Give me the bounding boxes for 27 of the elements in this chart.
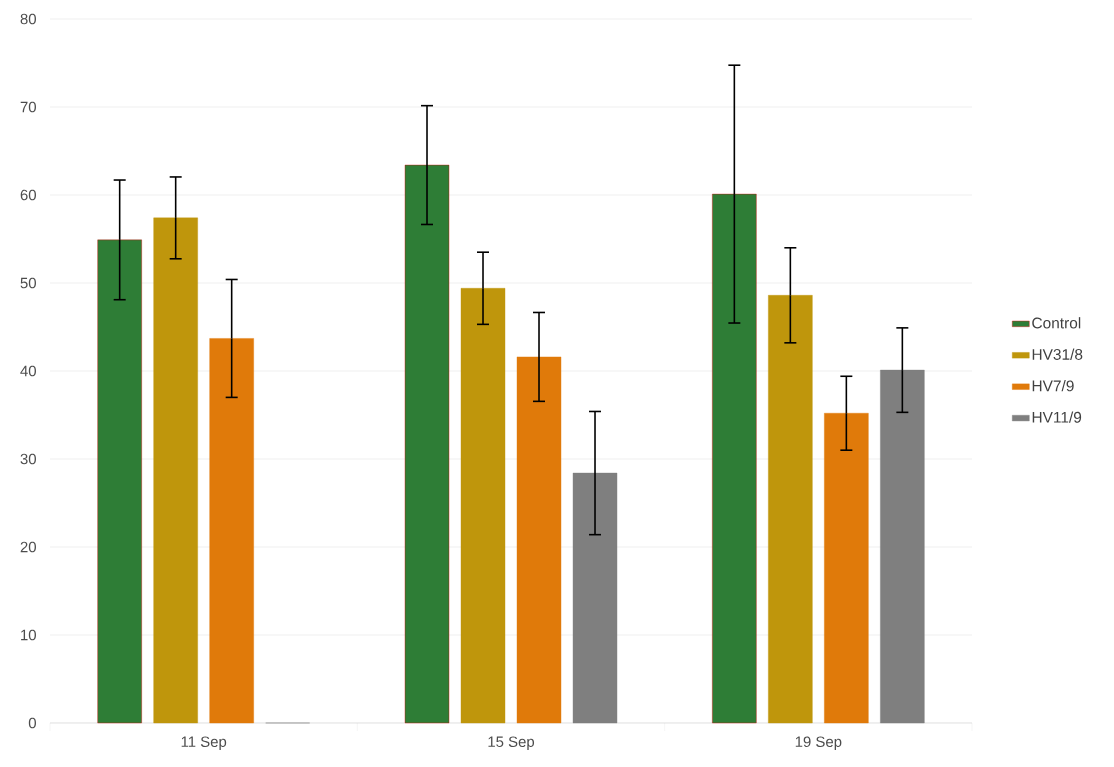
y-tick-label: 0 bbox=[28, 717, 36, 729]
y-tick-label: 10 bbox=[21, 629, 36, 641]
y-tick-label: 70 bbox=[20, 101, 36, 113]
y-tick-label: 80 bbox=[20, 13, 36, 25]
y-tick-label: 40 bbox=[20, 365, 36, 377]
bar bbox=[768, 295, 813, 724]
y-tick-label: 60 bbox=[20, 189, 36, 201]
bar bbox=[209, 338, 254, 724]
x-tick-label: 19 Sep bbox=[795, 736, 842, 750]
y-tick-label: 30 bbox=[20, 453, 36, 465]
bar bbox=[712, 193, 757, 724]
bar bbox=[516, 356, 562, 724]
legend-label: HV7/9 bbox=[1032, 379, 1074, 392]
legend-label: HV11/9 bbox=[1032, 411, 1082, 423]
x-tick-label: 11 Sep bbox=[181, 736, 227, 750]
y-tick-label: 50 bbox=[20, 277, 36, 289]
y-tick-label: 20 bbox=[20, 541, 36, 553]
bar bbox=[460, 288, 506, 724]
bar bbox=[97, 239, 142, 724]
bar bbox=[824, 413, 869, 724]
x-tick-label: 15 Sep bbox=[488, 736, 535, 750]
legend-label: HV31/8 bbox=[1032, 348, 1083, 360]
bar bbox=[153, 217, 198, 724]
bar bbox=[572, 472, 618, 724]
bar bbox=[404, 164, 450, 724]
legend-label: Control bbox=[1032, 317, 1081, 329]
bar bbox=[880, 369, 925, 724]
